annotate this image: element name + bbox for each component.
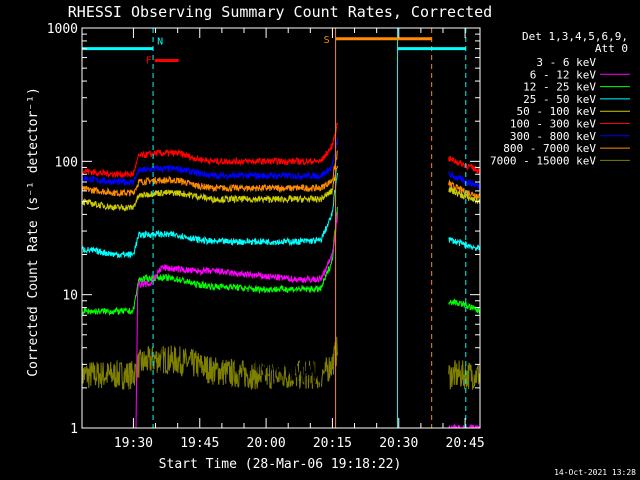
chart-title: RHESSI Observing Summary Count Rates, Co… xyxy=(68,3,492,21)
series-line-7 xyxy=(82,150,480,200)
footer-date: 14-Oct-2021 13:28 xyxy=(554,468,636,477)
legend-entry-label: 100 - 300 keV xyxy=(510,118,596,131)
x-tick-label: 19:30 xyxy=(114,436,153,451)
legend-entry-label: 25 - 50 keV xyxy=(523,93,596,106)
legend-entry-label: 50 - 100 keV xyxy=(517,105,597,118)
y-axis-label: Corrected Count Rate (s⁻¹ detector⁻¹) xyxy=(26,87,41,377)
plot-area xyxy=(82,28,480,428)
series-line-5 xyxy=(82,122,480,179)
series-line-0 xyxy=(138,248,338,428)
x-axis-label: Start Time (28-Mar-06 19:18:22) xyxy=(159,457,402,472)
plot-frame xyxy=(81,27,481,429)
series-line-3 xyxy=(82,173,480,260)
legend-header: Det 1,3,4,5,6,9, xyxy=(522,30,628,43)
x-tick-label: 19:45 xyxy=(180,436,219,451)
legend-entry-label: 12 - 25 keV xyxy=(523,81,596,94)
axes: NF S 1 10 100 1000 19:30 19:45 20:00 20:15 20:30 20… xyxy=(47,22,485,451)
x-tick-label: 20:30 xyxy=(379,436,418,451)
flag-label-S: S xyxy=(324,35,330,46)
x-tick-label: 20:00 xyxy=(247,436,286,451)
y-tick-label: 1 xyxy=(70,422,78,437)
flag-label-F: F xyxy=(146,56,152,67)
legend-entry-label: 7000 - 15000 keV xyxy=(490,154,596,167)
legend-header: Att 0 xyxy=(595,42,628,55)
legend-entry-label: 300 - 800 keV xyxy=(510,130,596,143)
flag-label-N: N xyxy=(157,37,163,48)
legend-entry-label: 3 - 6 keV xyxy=(536,56,596,69)
y-tick-label: 1000 xyxy=(47,22,78,37)
series-line-2 xyxy=(82,206,480,316)
legend-entry-label: 800 - 7000 keV xyxy=(503,142,596,155)
x-tick-label: 20:45 xyxy=(446,436,485,451)
series-line-4 xyxy=(82,165,480,212)
y-tick-label: 100 xyxy=(55,155,78,170)
legend-entry-label: 6 - 12 keV xyxy=(530,68,597,81)
x-tick-label: 20:15 xyxy=(313,436,352,451)
y-tick-label: 10 xyxy=(62,289,78,304)
series-line-1 xyxy=(135,211,480,428)
series-line-6 xyxy=(82,137,480,190)
